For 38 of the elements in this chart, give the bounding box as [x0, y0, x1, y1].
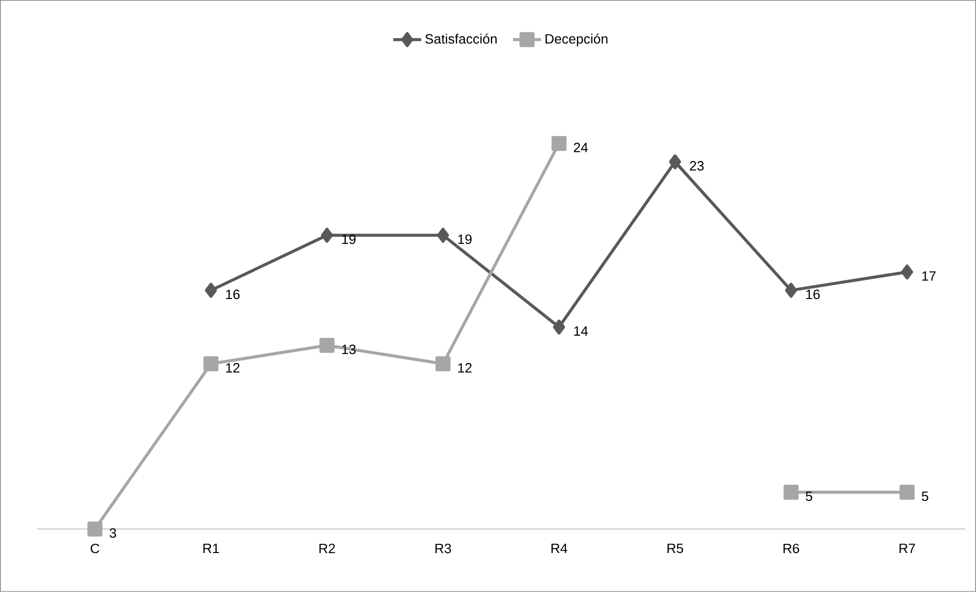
data-label: 23: [690, 161, 704, 171]
point: [785, 282, 798, 298]
point: [901, 264, 914, 280]
data-label: 5: [806, 492, 812, 502]
data-label: 12: [458, 363, 472, 373]
point: [87, 522, 102, 537]
point: [203, 356, 218, 372]
data-label: 14: [574, 326, 588, 336]
x-tick-label: R7: [900, 544, 916, 554]
x-tick-label: R5: [668, 544, 684, 554]
x-tick-label: R1: [203, 544, 219, 554]
data-label: 12: [226, 363, 240, 373]
data-label: 16: [226, 290, 240, 300]
point: [319, 338, 334, 353]
x-tick-label: R2: [319, 544, 335, 554]
point: [320, 228, 333, 243]
data-label: 19: [458, 234, 472, 244]
x-tick-label: R4: [552, 544, 568, 554]
data-label: 3: [110, 528, 116, 538]
data-label: 16: [806, 290, 820, 300]
point: [900, 484, 915, 500]
legend-label: Decepción: [546, 34, 608, 46]
point: [784, 484, 799, 500]
data-label: 13: [342, 344, 356, 354]
point: [435, 356, 450, 372]
data-label: 17: [922, 271, 936, 281]
data-label: 24: [574, 142, 588, 152]
data-label: 5: [922, 492, 928, 502]
x-tick-label: C: [90, 544, 100, 554]
x-tick-label: R3: [435, 544, 452, 554]
point: [553, 320, 566, 335]
x-tick-label: R6: [784, 544, 800, 554]
point: [552, 136, 567, 152]
point: [669, 154, 682, 170]
data-label: 19: [342, 234, 356, 244]
legend-label: Satisfacción: [425, 34, 497, 44]
point: [437, 228, 449, 243]
point: [204, 282, 217, 298]
